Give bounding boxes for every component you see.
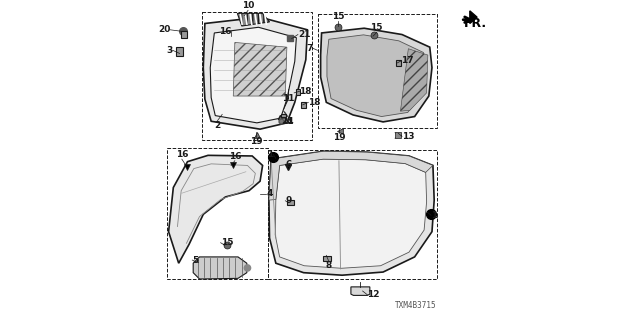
Text: 16: 16	[228, 152, 241, 161]
Polygon shape	[327, 35, 425, 116]
Polygon shape	[275, 159, 427, 268]
Bar	[301, 102, 306, 108]
Text: 9: 9	[285, 196, 292, 205]
Bar	[177, 47, 183, 56]
Text: 3: 3	[166, 46, 173, 55]
Polygon shape	[168, 155, 262, 263]
Polygon shape	[204, 17, 307, 129]
Polygon shape	[269, 151, 433, 200]
Bar	[281, 114, 286, 117]
Polygon shape	[193, 257, 247, 279]
Text: 19: 19	[250, 137, 262, 146]
Text: 20: 20	[158, 25, 170, 34]
Text: 15: 15	[221, 238, 233, 247]
Text: 7: 7	[306, 44, 312, 52]
Text: 18: 18	[300, 87, 312, 96]
Polygon shape	[321, 28, 432, 122]
Bar	[323, 256, 331, 261]
Text: 18: 18	[308, 98, 321, 107]
Polygon shape	[401, 49, 428, 111]
Text: 19: 19	[333, 133, 345, 142]
Text: 16: 16	[175, 150, 188, 159]
Polygon shape	[233, 43, 287, 96]
Text: 12: 12	[367, 290, 380, 299]
Polygon shape	[267, 83, 289, 114]
Polygon shape	[210, 27, 296, 123]
Bar	[181, 31, 187, 38]
Text: 10: 10	[242, 1, 254, 10]
Bar	[296, 89, 300, 95]
Text: 13: 13	[402, 132, 415, 141]
Text: 21: 21	[298, 30, 310, 39]
Text: 15: 15	[371, 23, 383, 32]
Text: 1: 1	[267, 150, 273, 159]
Text: 2: 2	[214, 121, 221, 130]
Text: 14: 14	[280, 116, 293, 125]
Bar	[287, 200, 294, 205]
Text: 17: 17	[401, 56, 414, 65]
Text: FR.: FR.	[463, 17, 486, 29]
Text: TXM4B3715: TXM4B3715	[395, 301, 436, 310]
Text: 6: 6	[285, 160, 292, 169]
Polygon shape	[470, 11, 477, 23]
Polygon shape	[351, 287, 370, 295]
Text: 21: 21	[282, 116, 294, 125]
Text: 4: 4	[266, 189, 273, 198]
Polygon shape	[269, 151, 434, 275]
Text: 11: 11	[282, 93, 294, 102]
Text: 8: 8	[325, 261, 332, 270]
Text: 1: 1	[431, 211, 437, 220]
Text: 15: 15	[332, 12, 344, 21]
Polygon shape	[237, 13, 269, 26]
Bar	[396, 60, 401, 66]
Circle shape	[244, 265, 251, 271]
Text: 5: 5	[192, 256, 198, 265]
Text: 16: 16	[218, 27, 231, 36]
